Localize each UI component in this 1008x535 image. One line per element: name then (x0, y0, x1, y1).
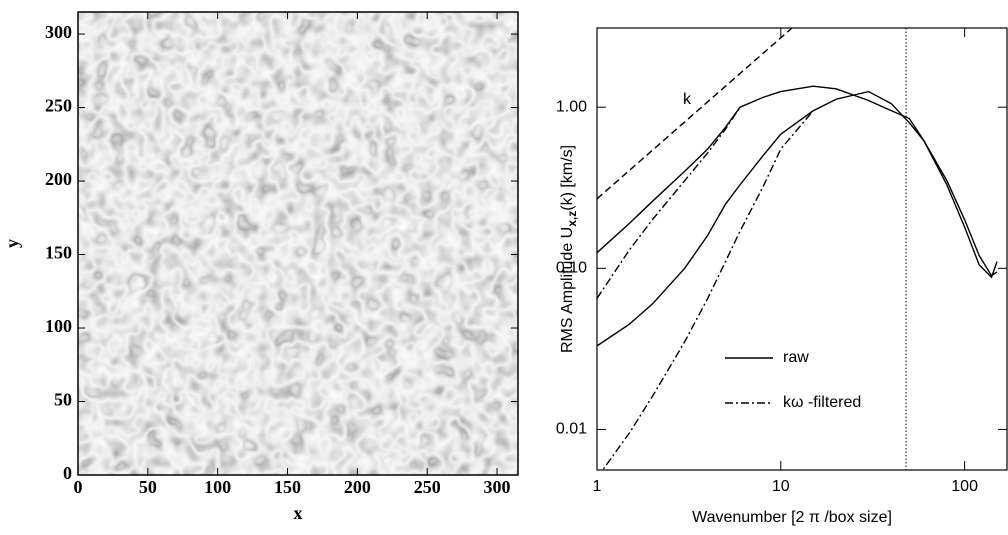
y-tick-label: 50 (54, 390, 72, 410)
y-tick-label: 250 (45, 96, 72, 116)
plot-frame (596, 27, 1008, 471)
series-line (597, 28, 793, 200)
x-tick-label: 150 (274, 477, 301, 497)
x-tick-label: 100 (951, 478, 978, 495)
y-axis-label: RMS Amplitude Ux,z(k) [km/s] (559, 145, 579, 353)
x-axis-label: x (294, 503, 303, 523)
plot-frame (77, 11, 519, 476)
series-line (597, 90, 998, 347)
y-tick-label: 300 (45, 22, 72, 42)
x-tick-label: 250 (414, 477, 441, 497)
legend-label: raw (783, 349, 809, 366)
series-line (597, 85, 998, 279)
granulation-image (78, 12, 518, 475)
y-tick-label: 200 (45, 169, 72, 189)
y-tick-label: 0 (63, 463, 72, 483)
legend-label: kω -filtered (783, 394, 861, 411)
y-tick-label: 0.01 (556, 421, 587, 438)
annotation: k (683, 91, 692, 108)
y-axis-label-sub: x,z (565, 211, 579, 227)
series-line (601, 110, 814, 470)
x-axis-label: Wavenumber [2 π /box size] (692, 509, 892, 526)
y-tick-label: 1.00 (556, 98, 587, 115)
y-tick-label: 150 (45, 243, 72, 263)
y-tick-label: 100 (45, 316, 72, 336)
y-tick-label: 0.10 (556, 260, 587, 277)
x-tick-label: 100 (204, 477, 231, 497)
x-tick-label: 0 (74, 477, 83, 497)
series-line (597, 106, 741, 299)
x-tick-label: 200 (344, 477, 371, 497)
x-tick-label: 1 (593, 478, 602, 495)
x-tick-label: 10 (772, 478, 790, 495)
y-axis-label-text: RMS Amplitude U (559, 227, 576, 353)
y-axis-label-rest: (k) [km/s] (559, 145, 576, 211)
y-axis-label: y (2, 239, 22, 248)
x-tick-label: 50 (139, 477, 157, 497)
x-tick-label: 300 (484, 477, 511, 497)
